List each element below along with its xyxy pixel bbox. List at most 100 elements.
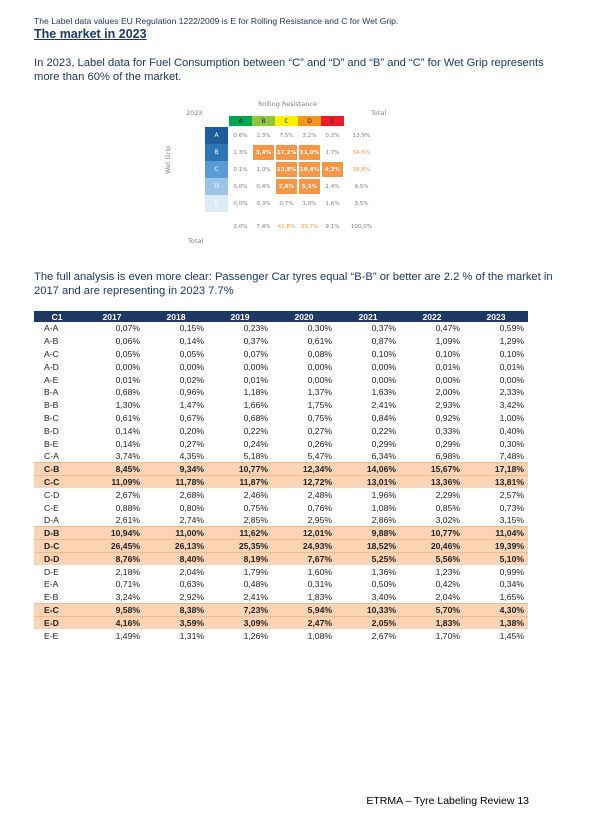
table-row: D-C 26,45% 26,13% 25,35% 24,93% 18,52% 20,46% 1… (34, 539, 528, 553)
table-cell: 2,46% (243, 489, 268, 500)
row-label: D-A (44, 515, 59, 526)
matrix-cell: 0,7% (279, 200, 294, 207)
row-label: C-A (44, 451, 59, 462)
table-cell: 0,02% (179, 374, 204, 385)
matrix-title: Rolling Resistance (258, 100, 317, 108)
table-cell: 1,47% (179, 400, 204, 411)
table-row: A-C 0,05% 0,05% 0,07% 0,08% 0,10% 0,10% 0,10% (34, 348, 528, 361)
table-cell: 2,47% (272, 615, 336, 630)
table-row: E-D 4,16% 3,59% 3,09% 2,47% 2,05% 1,83% 1,38% (34, 615, 528, 630)
table-cell: 0,00% (499, 374, 524, 385)
table-cell: 0,22% (371, 425, 396, 436)
table-cell: 1,36% (371, 566, 396, 577)
table-cell: 0,06% (115, 336, 140, 347)
table-row: E-E 1,49% 1,31% 1,26% 1,08% 2,67% 1,70% 1,45% (34, 629, 528, 642)
matrix-wet-grip-label: Wet Grip (164, 145, 172, 174)
table-cell: 2,00% (435, 387, 460, 398)
matrix-cell: 3,4% (252, 144, 275, 161)
table-cell: 8,40% (144, 551, 208, 566)
table-cell: 0,84% (371, 412, 396, 423)
table-cell: 0,31% (307, 579, 332, 590)
table-cell: 0,67% (179, 412, 204, 423)
matrix-cell: 2,3% (256, 132, 271, 139)
row-label: D-D (34, 551, 80, 566)
table-cell: 5,56% (400, 551, 464, 566)
table-cell: 5,25% (336, 551, 400, 566)
matrix-col-total: 100,0% (350, 223, 373, 230)
table-cell: 0,75% (243, 502, 268, 513)
row-label: E-E (44, 630, 59, 641)
table-cell: 1,18% (243, 387, 268, 398)
matrix-cell: 0,1% (233, 166, 248, 173)
table-cell: 8,45% (80, 462, 144, 476)
table-column-header: C1 (34, 311, 80, 322)
table-cell: 2,04% (435, 591, 460, 602)
table-cell: 0,10% (435, 348, 460, 359)
table-cell: 11,62% (208, 526, 272, 540)
table-cell: 18,52% (336, 539, 400, 553)
row-label: D-E (44, 566, 59, 577)
matrix-total-header: Total (371, 109, 387, 117)
table-cell: 0,68% (243, 412, 268, 423)
row-label: D-B (34, 526, 80, 540)
table-cell: 0,00% (435, 374, 460, 385)
table-cell: 5,94% (272, 603, 336, 617)
table-cell: 0,48% (243, 579, 268, 590)
table-cell: 7,48% (499, 451, 524, 462)
matrix-row-header: B (205, 144, 228, 161)
matrix-row-total: 38,8% (352, 166, 371, 173)
matrix-row-header: A (205, 127, 228, 144)
table-cell: 11,00% (144, 526, 208, 540)
table-row: D-A 2,61% 2,74% 2,85% 2,95% 2,86% 3,02% 3,15% (34, 514, 528, 527)
table-row: C-A 3,74% 4,35% 5,18% 5,47% 6,34% 6,98% 7,48% (34, 450, 528, 463)
table-cell: 2,74% (179, 515, 204, 526)
table-cell: 0,10% (499, 348, 524, 359)
table-cell: 2,67% (371, 630, 396, 641)
table-cell: 0,08% (307, 348, 332, 359)
table-cell: 9,58% (80, 603, 144, 617)
table-cell: 24,93% (272, 539, 336, 553)
table-cell: 0,00% (371, 374, 396, 385)
table-row: C-B 8,45% 9,34% 10,77% 12,34% 14,06% 15,67% 17,… (34, 462, 528, 476)
table-cell: 0,07% (243, 348, 268, 359)
row-label: C-E (44, 502, 59, 513)
table-cell: 0,01% (243, 374, 268, 385)
table-cell: 10,94% (80, 526, 144, 540)
table-cell: 2,61% (115, 515, 140, 526)
table-row: E-C 9,58% 8,38% 7,23% 5,94% 10,33% 5,70% 4,30% (34, 603, 528, 617)
table-cell: 2,05% (336, 615, 400, 630)
table-cell: 13,01% (336, 475, 400, 489)
table-column-header: 2022 (400, 311, 464, 322)
table-cell: 0,96% (179, 387, 204, 398)
label-matrix: Rolling Resistance 2023 Total Wet Grip T… (164, 96, 402, 260)
table-cell: 14,06% (336, 462, 400, 476)
table-cell: 1,45% (499, 630, 524, 641)
table-cell: 11,09% (80, 475, 144, 489)
table-cell: 1,83% (307, 591, 332, 602)
table-column-header: 2018 (144, 311, 208, 322)
table-cell: 5,18% (243, 451, 268, 462)
table-cell: 0,27% (307, 425, 332, 436)
table-cell: 20,46% (400, 539, 464, 553)
matrix-col-total: 2,0% (233, 223, 248, 230)
table-cell: 0,63% (179, 579, 204, 590)
table-cell: 1,96% (371, 489, 396, 500)
table-row: A-E 0,01% 0,02% 0,01% 0,00% 0,00% 0,00% 0,00% (34, 373, 528, 386)
table-cell: 0,61% (307, 336, 332, 347)
table-cell: 0,80% (179, 502, 204, 513)
matrix-col-header: D (298, 116, 321, 126)
row-label: C-C (34, 475, 80, 489)
row-label: A-C (44, 348, 59, 359)
table-cell: 12,01% (272, 526, 336, 540)
table-cell: 1,79% (243, 566, 268, 577)
table-cell: 1,08% (307, 630, 332, 641)
table-cell: 2,92% (179, 591, 204, 602)
table-row: B-D 0,14% 0,20% 0,22% 0,27% 0,22% 0,33% 0,40% (34, 424, 528, 437)
row-label: C-D (44, 489, 60, 500)
table-cell: 2,29% (435, 489, 460, 500)
matrix-col-total: 39,7% (300, 223, 319, 230)
table-cell: 1,60% (307, 566, 332, 577)
table-cell: 26,13% (144, 539, 208, 553)
row-label: E-C (34, 603, 80, 617)
table-cell: 3,24% (115, 591, 140, 602)
